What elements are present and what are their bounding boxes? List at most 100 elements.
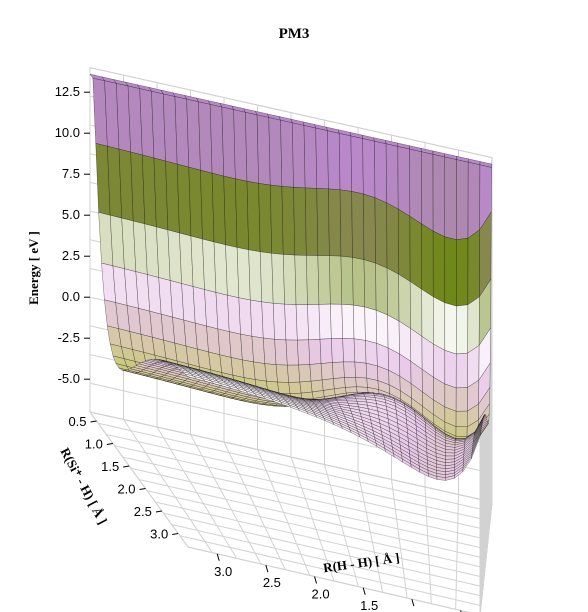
y-tick-label: 1.5	[101, 459, 119, 474]
surface-cell	[444, 302, 457, 355]
surface-cell	[343, 361, 356, 378]
surface-cell	[387, 314, 400, 355]
surface-cell	[363, 193, 376, 264]
surface-cell	[342, 338, 356, 363]
surface-cell	[250, 299, 264, 339]
x-tick-mark	[314, 576, 318, 584]
x-tick-label: 3.0	[214, 564, 232, 579]
x-tick-label: 2.0	[311, 586, 329, 601]
surface-cell	[421, 151, 434, 232]
surface-cell	[307, 304, 321, 340]
surface-cell	[204, 289, 219, 330]
surface-cell	[227, 294, 241, 335]
surface-cell	[341, 304, 355, 340]
surface-cell	[251, 336, 266, 364]
surface-cell	[297, 339, 311, 366]
surface-cell	[186, 98, 201, 171]
surface-cell	[467, 229, 480, 306]
surface-cell	[215, 292, 230, 332]
surface-cell	[328, 188, 342, 257]
surface-cell	[409, 215, 422, 290]
surface-cell	[432, 230, 445, 304]
surface-cell	[445, 452, 456, 457]
surface-cell	[365, 340, 378, 367]
surface-cell	[268, 117, 283, 187]
surface-cell	[213, 241, 228, 296]
surface-cell	[352, 257, 365, 308]
surface-cell	[200, 169, 215, 243]
y-tick-mark	[139, 488, 146, 490]
floor-grid-line	[171, 524, 483, 597]
surface-cell	[263, 337, 277, 365]
surface-cell	[235, 178, 249, 250]
surface-cell	[246, 181, 261, 252]
surface-cell	[386, 267, 400, 322]
surface-cell	[351, 191, 365, 260]
surface-cell	[248, 249, 262, 303]
surface-cell	[421, 288, 434, 345]
surface-cell	[275, 364, 289, 383]
surface-cell	[299, 380, 313, 394]
surface-cell	[467, 162, 481, 239]
surface-cell	[331, 338, 344, 363]
surface-cell	[455, 426, 468, 437]
surface-cell	[456, 352, 468, 389]
surface-cell	[229, 331, 243, 361]
surface-cell	[283, 254, 297, 305]
surface-cell	[308, 339, 322, 365]
z-tick-label: 0.0	[62, 289, 80, 304]
surface-cell	[385, 143, 399, 210]
y-axis-label: R(Si⁺ - H) [ Å ]	[58, 445, 111, 527]
surface-cell	[259, 251, 274, 304]
surface-cell	[456, 159, 469, 240]
y-tick-mark	[155, 510, 162, 513]
surface-cell	[288, 381, 302, 394]
surface-cell	[386, 202, 399, 275]
surface-cell	[294, 254, 308, 305]
surface-cell	[221, 106, 236, 180]
y-tick-mark	[123, 465, 130, 468]
x-tick-mark	[411, 598, 415, 607]
chart-title: PM3	[279, 26, 310, 42]
surface-cell	[355, 377, 368, 388]
surface-cell	[253, 361, 267, 382]
y-tick-label: 2.5	[134, 504, 152, 519]
surface-cell	[270, 184, 284, 255]
surface-cell	[306, 255, 320, 305]
x-tick-mark	[265, 564, 269, 573]
surface-cell	[223, 175, 238, 248]
surface-cell	[319, 338, 333, 364]
surface-cell	[202, 238, 217, 293]
surface-cell	[261, 301, 275, 340]
surface-cell	[409, 281, 423, 337]
surface-cell	[284, 303, 298, 341]
surface-cell	[303, 125, 317, 189]
surface-cell	[258, 183, 272, 254]
surface-cell	[225, 244, 240, 298]
surface-cell	[356, 386, 369, 393]
surface-cell	[211, 172, 226, 246]
surface-cell	[353, 338, 367, 364]
surface-cell	[338, 133, 352, 192]
surface-cell	[471, 434, 481, 459]
surface-cell	[364, 306, 377, 344]
surface-cell	[455, 410, 468, 427]
surface-cell	[236, 247, 251, 301]
surface-cell	[280, 119, 294, 188]
surface-cell	[363, 259, 377, 311]
surface-cell	[374, 197, 388, 269]
surface-cell	[330, 303, 343, 339]
surface-cell	[321, 378, 335, 391]
surface-cell	[316, 188, 330, 256]
surface-cell	[375, 262, 388, 316]
surface-cell	[432, 154, 445, 238]
surface-cell	[350, 135, 364, 195]
y-tick-label: 0.5	[68, 414, 86, 429]
surface-cell	[362, 138, 376, 198]
surface-cell	[433, 343, 446, 385]
y-tick-label: 1.0	[85, 437, 103, 452]
surface-cell	[188, 166, 203, 240]
surface-cell	[374, 140, 387, 204]
surface-cell	[398, 208, 411, 282]
